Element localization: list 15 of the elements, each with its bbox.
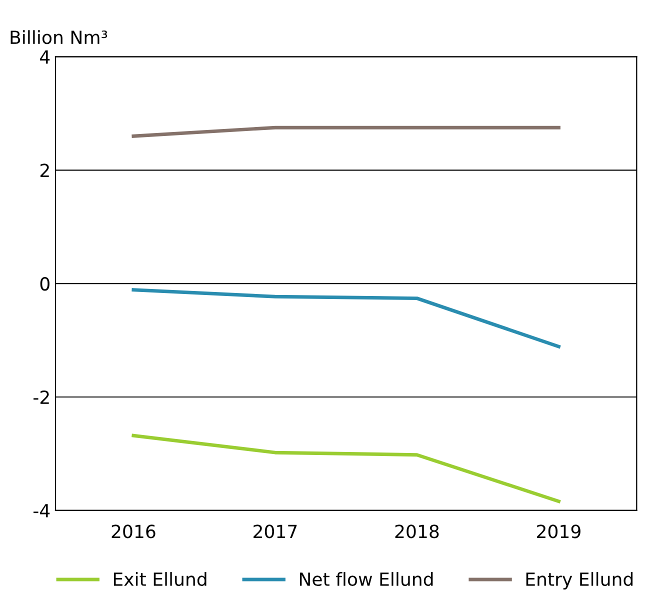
y-tick-label: 4 <box>40 50 50 64</box>
y-tick-label: 2 <box>40 164 49 178</box>
line-series <box>132 434 560 504</box>
x-tick-label: 2019 <box>537 524 580 538</box>
legend-label: Exit Ellund <box>114 572 206 586</box>
legend-label: Entry Ellund <box>526 572 633 590</box>
line-series <box>132 288 560 348</box>
y-tick-label: -2 <box>34 390 49 404</box>
y-axis-title: Billion Nm³ <box>10 30 108 44</box>
y-tick-label: 0 <box>40 277 50 291</box>
y-tick-label: -4 <box>34 504 50 518</box>
x-tick-label: 2016 <box>112 524 156 538</box>
x-tick-label: 2017 <box>254 524 297 538</box>
x-tick-label: 2018 <box>395 524 439 538</box>
legend-label: Net flow Ellund <box>300 572 433 586</box>
